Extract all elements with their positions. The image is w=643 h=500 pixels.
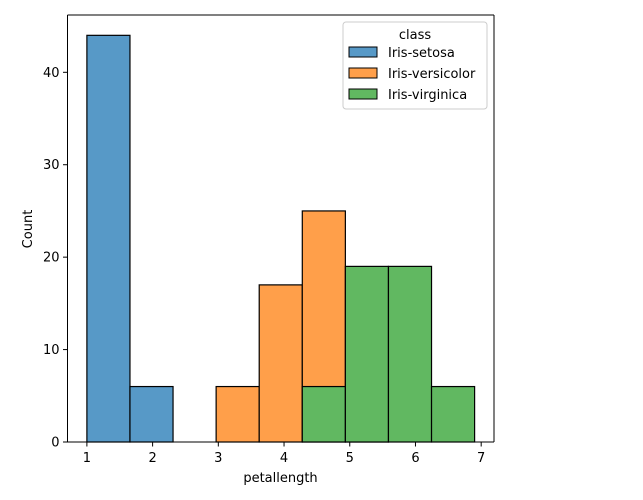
- x-tick-label: 4: [280, 451, 288, 466]
- legend: class Iris-setosa Iris-versicolor Iris-vir…: [342, 21, 488, 110]
- bar-iris-virginica-bin-6: [301, 385, 346, 443]
- legend-swatch-iris-versicolor: [348, 67, 378, 79]
- y-tick-label: 30: [43, 158, 60, 173]
- legend-swatch-iris-setosa: [348, 46, 378, 58]
- bar-iris-virginica-bin-8: [387, 265, 433, 443]
- y-tick-label: 0: [51, 436, 59, 451]
- x-axis-label: petallength: [243, 471, 317, 486]
- bar-iris-virginica-bin-7: [344, 265, 390, 443]
- axes: 1 2 3 4 5 6 7 0 10 20 30 40: [43, 14, 495, 466]
- x-tick-label: 3: [214, 451, 222, 466]
- bars-layer: [86, 34, 476, 443]
- y-axis-label: Count: [21, 210, 36, 249]
- x-tick-label: 5: [346, 451, 354, 466]
- x-tick-label: 1: [83, 451, 91, 466]
- bar-iris-setosa-bin-1: [86, 34, 131, 443]
- bar-iris-versicolor-bin-4: [215, 385, 260, 443]
- bar-iris-versicolor-bin-5: [258, 284, 303, 443]
- x-tick-label: 6: [411, 451, 419, 466]
- bar-iris-setosa-bin-2: [129, 385, 174, 443]
- y-tick-label: 10: [43, 343, 60, 358]
- legend-title: class: [399, 28, 431, 43]
- y-tick-label: 20: [43, 251, 60, 266]
- bar-iris-virginica-bin-9: [430, 385, 476, 443]
- legend-frame: [342, 21, 488, 110]
- x-tick-label: 2: [148, 451, 156, 466]
- legend-label-iris-setosa: Iris-setosa: [388, 46, 455, 61]
- x-tick-label: 7: [477, 451, 485, 466]
- legend-swatch-iris-virginica: [348, 88, 378, 100]
- legend-label-iris-virginica: Iris-virginica: [388, 88, 467, 103]
- legend-label-iris-versicolor: Iris-versicolor: [388, 67, 476, 82]
- y-tick-label: 40: [43, 66, 60, 81]
